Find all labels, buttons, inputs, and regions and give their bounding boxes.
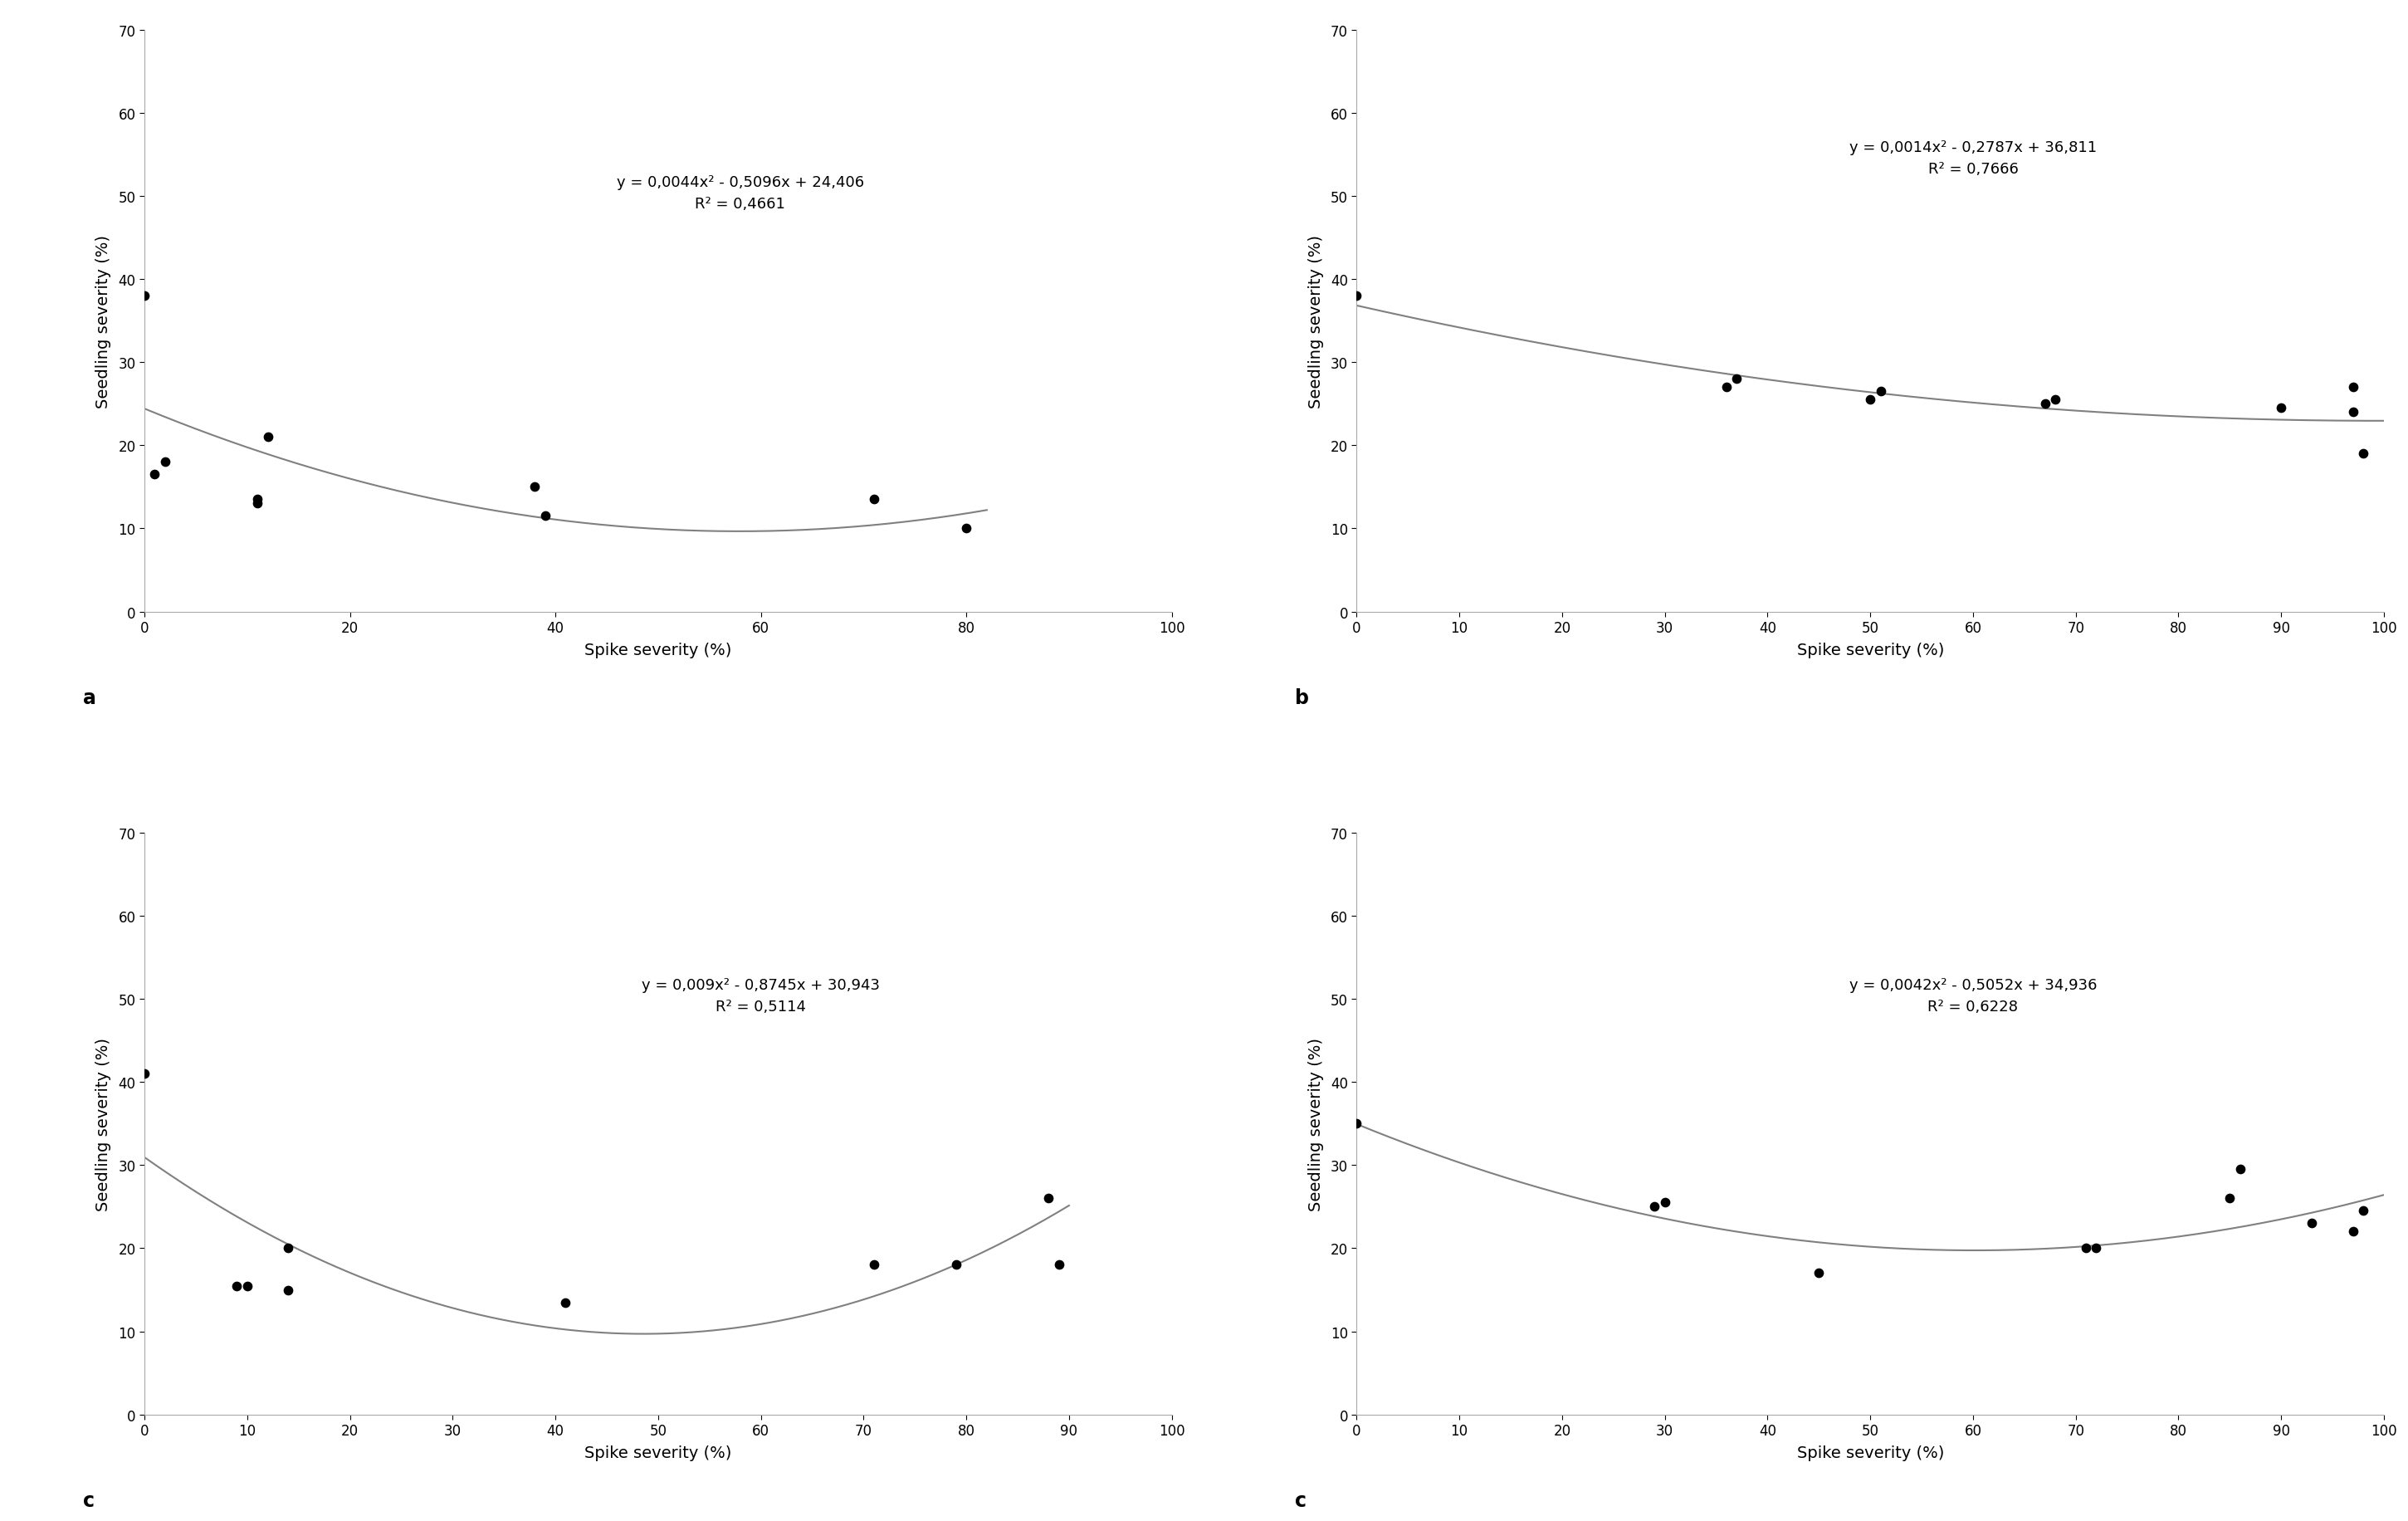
Text: y = 0,0044x² - 0,5096x + 24,406
R² = 0,4661: y = 0,0044x² - 0,5096x + 24,406 R² = 0,4… bbox=[616, 175, 864, 211]
Point bbox=[248, 426, 287, 450]
Point bbox=[1707, 376, 1746, 400]
X-axis label: Spike severity (%): Spike severity (%) bbox=[585, 1445, 732, 1460]
Text: c: c bbox=[1296, 1491, 1308, 1510]
Point bbox=[1717, 367, 1755, 391]
Point bbox=[1028, 1186, 1067, 1211]
Point bbox=[2343, 443, 2382, 467]
Point bbox=[125, 284, 164, 309]
Point bbox=[2078, 1237, 2117, 1261]
Text: a: a bbox=[82, 687, 96, 707]
Point bbox=[1852, 388, 1890, 412]
Point bbox=[547, 1290, 585, 1314]
Point bbox=[2292, 1211, 2331, 1235]
Point bbox=[937, 1253, 975, 1278]
Point bbox=[125, 1062, 164, 1086]
Point bbox=[147, 450, 185, 475]
Point bbox=[135, 462, 173, 487]
Point bbox=[238, 488, 277, 513]
Point bbox=[515, 475, 554, 499]
Point bbox=[1336, 1112, 1375, 1136]
Point bbox=[946, 517, 985, 541]
Point bbox=[855, 488, 893, 513]
Point bbox=[1336, 284, 1375, 309]
Point bbox=[525, 505, 563, 529]
Point bbox=[270, 1237, 308, 1261]
Point bbox=[2333, 1220, 2372, 1244]
Point bbox=[2035, 388, 2073, 412]
Point bbox=[238, 491, 277, 516]
X-axis label: Spike severity (%): Spike severity (%) bbox=[1796, 642, 1943, 659]
Point bbox=[855, 1253, 893, 1278]
Text: y = 0,0014x² - 0,2787x + 36,811
R² = 0,7666: y = 0,0014x² - 0,2787x + 36,811 R² = 0,7… bbox=[1849, 140, 2097, 176]
Point bbox=[217, 1273, 255, 1297]
Point bbox=[2333, 400, 2372, 424]
Text: y = 0,009x² - 0,8745x + 30,943
R² = 0,5114: y = 0,009x² - 0,8745x + 30,943 R² = 0,51… bbox=[641, 978, 879, 1015]
Point bbox=[2066, 1237, 2105, 1261]
Y-axis label: Seedling severity (%): Seedling severity (%) bbox=[1308, 1037, 1324, 1211]
Point bbox=[1040, 1253, 1079, 1278]
X-axis label: Spike severity (%): Spike severity (%) bbox=[1796, 1445, 1943, 1460]
Point bbox=[2211, 1186, 2249, 1211]
Point bbox=[229, 1273, 267, 1297]
Point bbox=[1799, 1261, 1837, 1285]
Point bbox=[1861, 380, 1900, 405]
Text: b: b bbox=[1296, 687, 1310, 707]
Y-axis label: Seedling severity (%): Seedling severity (%) bbox=[1308, 234, 1324, 408]
X-axis label: Spike severity (%): Spike severity (%) bbox=[585, 642, 732, 659]
Text: y = 0,0042x² - 0,5052x + 34,936
R² = 0,6228: y = 0,0042x² - 0,5052x + 34,936 R² = 0,6… bbox=[1849, 978, 2097, 1015]
Point bbox=[2333, 376, 2372, 400]
Point bbox=[2343, 1199, 2382, 1223]
Y-axis label: Seedling severity (%): Seedling severity (%) bbox=[96, 1037, 111, 1211]
Point bbox=[2261, 397, 2300, 421]
Point bbox=[2025, 392, 2064, 417]
Point bbox=[1645, 1191, 1683, 1215]
Point bbox=[270, 1278, 308, 1302]
Point bbox=[1635, 1194, 1674, 1218]
Y-axis label: Seedling severity (%): Seedling severity (%) bbox=[96, 234, 111, 408]
Text: c: c bbox=[82, 1491, 94, 1510]
Point bbox=[2220, 1157, 2259, 1182]
